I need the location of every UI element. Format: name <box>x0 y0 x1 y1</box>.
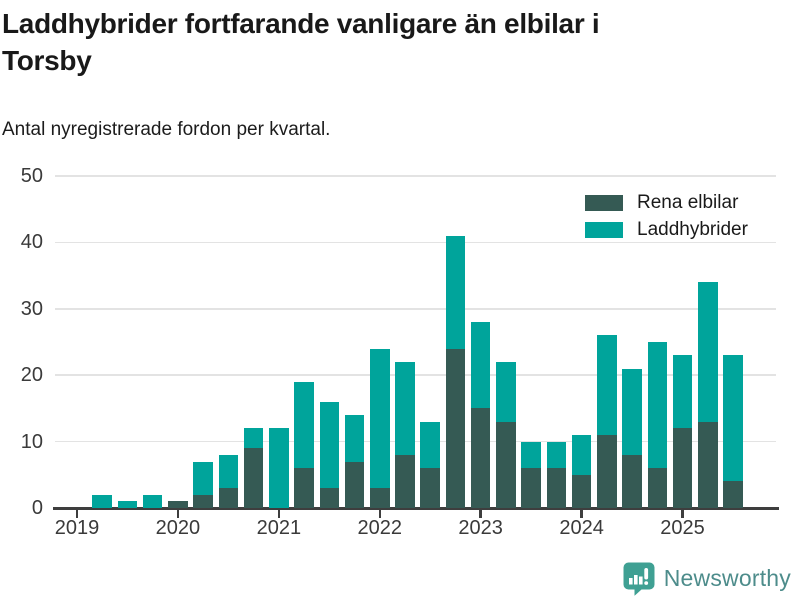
gridline-y-10 <box>55 440 776 443</box>
gridline-y-50 <box>55 175 776 177</box>
x-axis-line <box>53 506 779 510</box>
bar-segment-2022-K2-laddhybrider <box>395 361 415 455</box>
bar-segment-2019-K4-laddhybrider <box>142 494 163 508</box>
bar-segment-2025-K2-laddhybrider <box>698 282 718 422</box>
logo-bar-1 <box>628 578 633 585</box>
chart-subtitle: Antal nyregistrerade fordon per kvartal. <box>2 119 331 140</box>
x-tick-mark-2021 <box>277 510 281 518</box>
bar-segment-2024-K2-laddhybrider <box>597 335 617 435</box>
bar-segment-2021-K3-laddhybrider <box>319 401 340 489</box>
y-axis-label-50: 50 <box>20 165 43 187</box>
x-axis-label-2022: 2022 <box>357 517 403 539</box>
bar-segment-2022-K4-laddhybrider <box>445 235 466 349</box>
bar-segment-2025-K3-laddhybrider <box>723 355 743 482</box>
newsworthy-branding: Newsworthy <box>622 561 791 596</box>
bar-segment-2024-K1-laddhybrider <box>571 434 592 475</box>
bar-segment-2023-K1-elbilar <box>470 408 491 508</box>
x-tick-mark-2022 <box>378 510 381 518</box>
bar-segment-2019-K2-laddhybrider <box>92 494 112 508</box>
bar-segment-2024-K4-elbilar <box>647 468 668 508</box>
y-axis-label-40: 40 <box>20 231 43 254</box>
bar-segment-2022-K4-elbilar <box>445 348 466 508</box>
bar-segment-2022-K2-elbilar <box>395 454 415 508</box>
gridline-y-30 <box>55 308 776 310</box>
legend-label-rena-elbilar: Rena elbilar <box>637 192 739 213</box>
bar-segment-2024-K3-elbilar <box>622 454 642 508</box>
brand-name: Newsworthy <box>663 565 791 591</box>
y-axis-label-0: 0 <box>31 497 43 519</box>
bar-segment-2020-K3-laddhybrider <box>218 454 239 489</box>
bar-segment-2025-K3-elbilar <box>723 481 743 508</box>
chart-title: Laddhybrider fortfarande vanligare än el… <box>2 8 600 77</box>
bar-segment-2021-K4-elbilar <box>344 461 365 508</box>
bar-segment-2021-K2-laddhybrider <box>294 381 314 469</box>
legend-label-laddhybrider: Laddhybrider <box>637 219 748 240</box>
bar-segment-2023-K4-laddhybrider <box>546 441 567 469</box>
x-axis-label-2024: 2024 <box>559 517 604 539</box>
x-axis-label-2019: 2019 <box>54 517 100 539</box>
bar-segment-2020-K2-elbilar <box>193 494 213 508</box>
legend: Rena elbilar Laddhybrider <box>585 192 748 249</box>
x-tick-mark-2024 <box>580 510 583 518</box>
bar-segment-2022-K3-laddhybrider <box>420 421 440 469</box>
bar-segment-2024-K2-elbilar <box>597 434 617 508</box>
bar-segment-2022-K3-elbilar <box>420 468 440 508</box>
legend-swatch-rena-elbilar <box>585 195 623 211</box>
y-axis-label-30: 30 <box>20 297 43 320</box>
x-axis-label-2020: 2020 <box>155 517 201 539</box>
x-axis-label-2025: 2025 <box>660 517 705 539</box>
bar-segment-2023-K1-laddhybrider <box>470 322 491 409</box>
x-tick-mark-2023 <box>479 510 482 518</box>
bar-segment-2021-K3-elbilar <box>319 488 340 508</box>
bar-segment-2025-K1-laddhybrider <box>672 355 693 429</box>
bar-segment-2022-K1-elbilar <box>370 488 390 508</box>
bar-segment-2025-K1-elbilar <box>672 428 693 508</box>
bar-segment-2023-K3-laddhybrider <box>521 441 541 469</box>
x-tick-mark-2025 <box>681 510 684 518</box>
logo-bar-2 <box>633 575 638 585</box>
bar-segment-2024-K4-laddhybrider <box>647 342 668 469</box>
newsworthy-logo-icon <box>623 562 655 596</box>
bar-segment-2019-K3-laddhybrider <box>117 501 138 508</box>
x-axis-label-2023: 2023 <box>458 517 503 539</box>
bar-segment-2024-K3-laddhybrider <box>622 368 642 455</box>
y-axis-label-20: 20 <box>20 364 43 387</box>
bar-segment-2022-K1-laddhybrider <box>370 348 390 489</box>
bar-segment-2020-K1-elbilar <box>168 501 188 508</box>
bar-segment-2021-K4-laddhybrider <box>344 415 365 462</box>
logo-exclamation-dot <box>644 581 648 585</box>
legend-item-rena-elbilar: Rena elbilar <box>585 192 748 213</box>
gridline-y-40 <box>55 241 776 244</box>
bar-segment-2023-K4-elbilar <box>546 468 567 508</box>
x-axis-label-2021: 2021 <box>256 517 302 539</box>
gridline-y-20 <box>55 374 776 376</box>
bar-segment-2023-K3-elbilar <box>521 468 541 508</box>
legend-item-laddhybrider: Laddhybrider <box>585 219 748 240</box>
bar-segment-2020-K4-elbilar <box>243 448 264 508</box>
x-tick-mark-2020 <box>176 510 180 518</box>
bar-chart-plot-area: Rena elbilar Laddhybrider 0 10 20 30 40 50 201… <box>21 166 779 539</box>
bar-segment-2021-K1-laddhybrider <box>269 428 289 508</box>
logo-bar-3 <box>638 576 643 585</box>
bar-segment-2023-K2-elbilar <box>496 421 516 508</box>
bar-segment-2023-K2-laddhybrider <box>496 361 516 422</box>
y-axis-label-10: 10 <box>20 430 43 453</box>
logo-exclamation-stem <box>644 568 648 580</box>
bar-segment-2020-K2-laddhybrider <box>193 461 213 495</box>
bar-segment-2025-K2-elbilar <box>698 421 718 508</box>
legend-swatch-laddhybrider <box>585 222 623 238</box>
bar-segment-2020-K4-laddhybrider <box>243 428 264 449</box>
bar-segment-2024-K1-elbilar <box>571 474 592 508</box>
x-tick-mark-2019 <box>75 510 79 518</box>
bar-segment-2020-K3-elbilar <box>218 488 239 508</box>
bar-segment-2021-K2-elbilar <box>294 468 314 508</box>
